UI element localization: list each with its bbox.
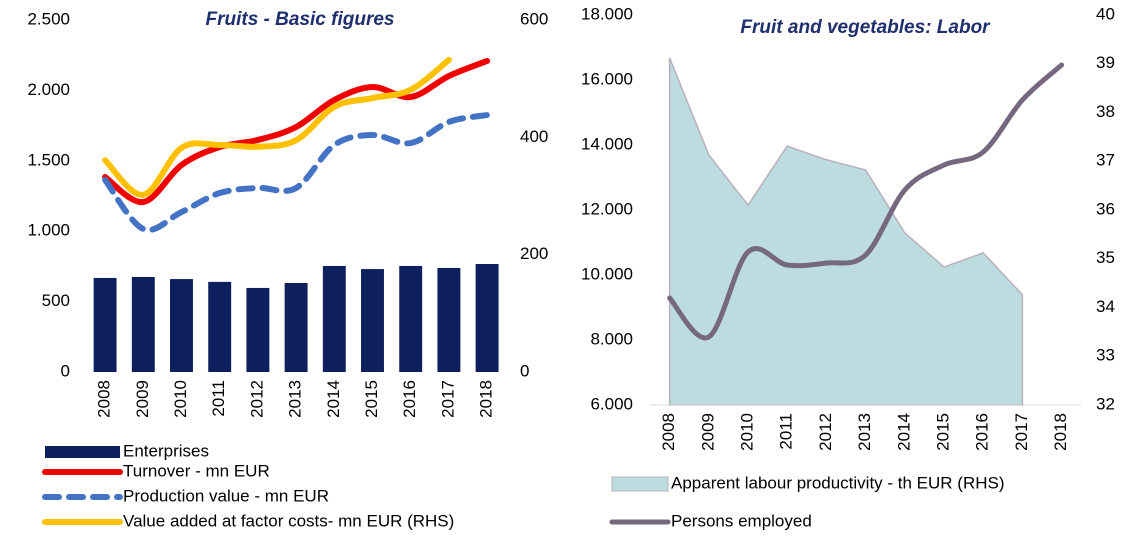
chart-title: Fruit and vegetables: Labor xyxy=(740,17,991,38)
bar xyxy=(131,276,155,372)
legend-label: Turnover - mn EUR xyxy=(123,461,270,480)
y2-tick-label: 39 xyxy=(1096,53,1115,72)
y2-tick-label: 37 xyxy=(1096,151,1115,170)
x-tick-label: 2012 xyxy=(247,380,266,418)
x-tick-label: 2008 xyxy=(659,413,678,451)
y-tick-label: 2.500 xyxy=(27,9,70,28)
bar xyxy=(246,287,270,372)
y-tick-label: 0 xyxy=(61,361,70,380)
x-tick-label: 2013 xyxy=(855,413,874,451)
x-tick-label: 2012 xyxy=(816,413,835,451)
y-tick-label: 8.000 xyxy=(590,329,633,348)
y2-tick-label: 400 xyxy=(520,127,548,146)
bar xyxy=(322,265,346,372)
x-tick-label: 2015 xyxy=(362,380,381,418)
y2-tick-label: 0 xyxy=(520,361,529,380)
y2-tick-label: 33 xyxy=(1096,346,1115,365)
y2-tick-label: 38 xyxy=(1096,102,1115,121)
line xyxy=(102,57,491,206)
bar xyxy=(284,283,308,372)
y-tick-label: 18.000 xyxy=(581,4,633,23)
y2-tick-label: 36 xyxy=(1096,199,1115,218)
legend-label: Apparent labour productivity - th EUR (R… xyxy=(671,473,1005,492)
x-tick-label: 2017 xyxy=(1012,413,1031,451)
legend-label: Persons employed xyxy=(671,511,812,530)
x-tick-label: 2016 xyxy=(973,413,992,451)
legend-label: Value added at factor costs- mn EUR (RHS… xyxy=(123,511,454,530)
x-tick-label: 2013 xyxy=(286,380,305,418)
y-tick-label: 14.000 xyxy=(581,134,633,153)
bar xyxy=(170,279,193,372)
x-tick-label: 2011 xyxy=(777,413,796,450)
x-tick-label: 2014 xyxy=(324,380,343,418)
x-tick-label: 2010 xyxy=(737,413,756,451)
y-tick-label: 1.500 xyxy=(27,150,70,169)
x-tick-label: 2018 xyxy=(477,380,496,418)
chart-title: Fruits - Basic figures xyxy=(206,9,395,30)
x-tick-label: 2015 xyxy=(933,413,952,451)
area xyxy=(668,57,1024,406)
bar xyxy=(208,281,232,372)
y-tick-label: 16.000 xyxy=(581,69,633,88)
y2-tick-label: 32 xyxy=(1096,394,1115,413)
x-tick-label: 2018 xyxy=(1051,413,1070,451)
line xyxy=(102,56,452,198)
bar xyxy=(437,267,461,372)
x-tick-label: 2009 xyxy=(698,413,717,451)
line xyxy=(667,62,1065,341)
x-tick-label: 2014 xyxy=(894,413,913,451)
legend-swatch xyxy=(611,476,669,492)
x-tick-label: 2008 xyxy=(95,380,114,418)
legend-swatch xyxy=(45,446,120,458)
bar xyxy=(93,277,117,372)
y-tick-label: 2.000 xyxy=(27,80,70,99)
legend-label: Production value - mn EUR xyxy=(123,486,329,505)
y-tick-label: 12.000 xyxy=(581,199,633,218)
y-tick-label: 6.000 xyxy=(590,394,633,413)
y2-tick-label: 35 xyxy=(1096,248,1115,267)
y-tick-label: 500 xyxy=(42,291,70,310)
x-tick-label: 2010 xyxy=(171,380,190,418)
line xyxy=(102,112,491,233)
x-tick-label: 2009 xyxy=(133,380,152,418)
x-tick-label: 2017 xyxy=(438,380,457,418)
y-tick-label: 10.000 xyxy=(581,264,633,283)
y-tick-label: 1.000 xyxy=(27,221,70,240)
bar xyxy=(399,265,423,372)
y2-tick-label: 34 xyxy=(1096,297,1115,316)
y2-tick-label: 600 xyxy=(520,9,548,28)
x-tick-label: 2016 xyxy=(400,380,419,418)
y2-tick-label: 40 xyxy=(1096,4,1115,23)
legend-label: Enterprises xyxy=(123,441,209,460)
bar xyxy=(475,264,499,372)
y2-tick-label: 200 xyxy=(520,244,548,263)
x-tick-label: 2011 xyxy=(209,380,228,417)
bar xyxy=(361,269,384,372)
